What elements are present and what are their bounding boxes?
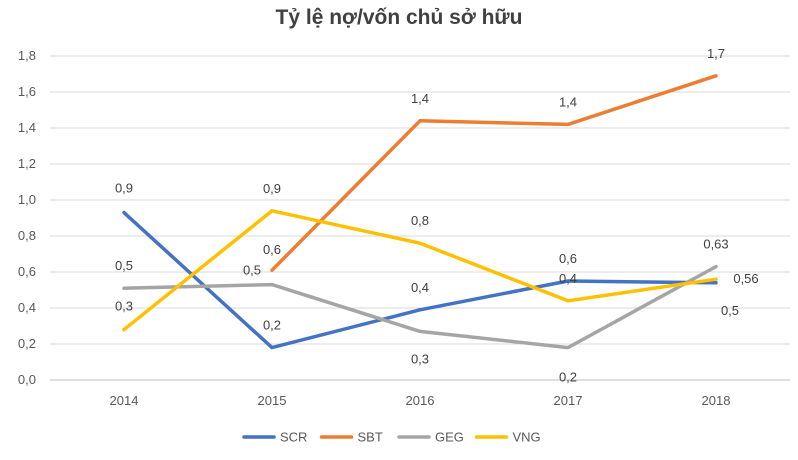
data-point-sbt xyxy=(270,268,274,272)
data-point-geg xyxy=(566,346,570,350)
y-tick-label: 0,0 xyxy=(18,372,36,387)
data-point-scr xyxy=(566,279,570,283)
data-point-geg xyxy=(418,329,422,333)
y-tick-label: 1,8 xyxy=(18,48,36,63)
data-label-geg: 0,5 xyxy=(243,263,261,278)
data-point-scr xyxy=(122,211,126,215)
data-label-sbt: 1,4 xyxy=(559,94,577,109)
x-tick-label: 2017 xyxy=(554,393,583,408)
data-label-vng: 0,3 xyxy=(115,299,133,314)
data-point-vng xyxy=(714,277,718,281)
legend-label-vng: VNG xyxy=(513,430,541,445)
data-label-geg: 0,3 xyxy=(411,351,429,366)
chart-title: Tỷ lệ nợ/vốn chủ sở hữu xyxy=(275,6,523,29)
data-label-sbt: 1,7 xyxy=(707,46,725,61)
data-point-scr xyxy=(418,308,422,312)
data-point-sbt xyxy=(714,74,718,78)
data-label-scr: 0,6 xyxy=(559,251,577,266)
data-label-sbt: 0,6 xyxy=(263,242,281,257)
data-point-geg xyxy=(122,286,126,290)
x-tick-label: 2014 xyxy=(110,393,139,408)
y-tick-label: 0,2 xyxy=(18,336,36,351)
data-label-vng: 0,56 xyxy=(733,271,758,286)
x-tick-label: 2018 xyxy=(702,393,731,408)
series-line-sbt xyxy=(270,74,718,272)
data-point-geg xyxy=(714,265,718,269)
data-label-geg: 0,63 xyxy=(703,237,728,252)
data-label-vng: 0,9 xyxy=(263,181,281,196)
data-point-geg xyxy=(270,283,274,287)
data-point-vng xyxy=(122,328,126,332)
data-point-sbt xyxy=(418,119,422,123)
data-label-scr: 0,5 xyxy=(721,303,739,318)
series-line-geg xyxy=(122,264,718,350)
y-tick-label: 1,2 xyxy=(18,156,36,171)
data-label-vng: 0,4 xyxy=(559,271,577,286)
data-label-scr: 0,2 xyxy=(263,318,281,333)
y-tick-label: 1,6 xyxy=(18,84,36,99)
x-tick-label: 2015 xyxy=(258,393,287,408)
x-tick-label: 2016 xyxy=(406,393,435,408)
y-tick-label: 1,0 xyxy=(18,192,36,207)
data-label-vng: 0,8 xyxy=(411,213,429,228)
data-point-scr xyxy=(714,281,718,285)
data-label-sbt: 1,4 xyxy=(411,91,429,106)
legend-label-scr: SCR xyxy=(280,430,307,445)
data-label-scr: 0,9 xyxy=(115,181,133,196)
y-tick-label: 1,4 xyxy=(18,120,36,135)
legend-label-geg: GEG xyxy=(435,430,464,445)
series-line-vng xyxy=(122,209,718,332)
legend-label-sbt: SBT xyxy=(358,430,383,445)
y-tick-label: 0,6 xyxy=(18,264,36,279)
data-label-scr: 0,4 xyxy=(411,280,429,295)
data-point-vng xyxy=(418,241,422,245)
y-tick-label: 0,4 xyxy=(18,300,36,315)
y-tick-label: 0,8 xyxy=(18,228,36,243)
data-label-geg: 0,2 xyxy=(559,370,577,385)
data-point-scr xyxy=(270,346,274,350)
data-point-vng xyxy=(270,209,274,213)
data-point-vng xyxy=(566,299,570,303)
data-point-sbt xyxy=(566,122,570,126)
data-label-geg: 0,5 xyxy=(115,258,133,273)
